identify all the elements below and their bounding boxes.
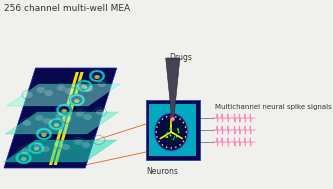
Ellipse shape [159,140,160,142]
Ellipse shape [166,146,167,148]
Ellipse shape [38,130,49,138]
Ellipse shape [156,131,157,133]
Ellipse shape [37,87,45,93]
Ellipse shape [89,70,105,82]
Ellipse shape [61,144,70,150]
Ellipse shape [172,138,174,140]
Ellipse shape [63,116,72,122]
Ellipse shape [177,130,179,132]
Polygon shape [7,84,120,106]
Ellipse shape [76,111,84,117]
Ellipse shape [98,81,106,87]
Ellipse shape [165,136,167,138]
Ellipse shape [162,144,163,146]
Ellipse shape [167,132,168,134]
Ellipse shape [156,126,158,128]
Ellipse shape [23,120,31,126]
Ellipse shape [34,147,39,151]
Ellipse shape [77,80,92,92]
Ellipse shape [56,104,72,116]
Ellipse shape [92,72,103,80]
Ellipse shape [61,109,67,113]
Ellipse shape [43,118,51,124]
Ellipse shape [178,131,179,133]
Ellipse shape [94,75,100,79]
Ellipse shape [185,126,186,128]
Ellipse shape [28,142,44,154]
Ellipse shape [24,92,33,98]
Ellipse shape [31,144,42,152]
Bar [149,104,196,156]
Ellipse shape [69,94,85,106]
Ellipse shape [55,113,64,119]
Polygon shape [4,140,117,162]
Polygon shape [54,72,84,165]
Polygon shape [166,58,180,117]
Ellipse shape [176,136,177,138]
Ellipse shape [177,129,179,131]
Ellipse shape [79,82,90,90]
Ellipse shape [179,118,181,120]
Ellipse shape [82,142,90,148]
Ellipse shape [35,115,44,121]
Ellipse shape [179,144,181,146]
Ellipse shape [74,99,80,103]
Ellipse shape [16,152,32,164]
Ellipse shape [171,117,175,121]
Text: Multichannel neural spike signals: Multichannel neural spike signals [215,104,332,110]
Ellipse shape [21,148,30,154]
Ellipse shape [34,143,42,149]
Ellipse shape [77,83,86,89]
Ellipse shape [44,90,53,96]
Ellipse shape [175,146,176,148]
Ellipse shape [96,109,105,115]
Ellipse shape [170,115,172,117]
Ellipse shape [59,106,70,114]
Ellipse shape [94,137,103,143]
Ellipse shape [82,85,87,89]
Ellipse shape [170,134,171,136]
Ellipse shape [57,85,66,91]
Ellipse shape [155,113,188,151]
Ellipse shape [166,116,167,118]
Text: Neurons: Neurons [146,167,178,176]
Ellipse shape [21,157,26,161]
Ellipse shape [182,122,184,123]
Ellipse shape [36,128,52,140]
Ellipse shape [51,120,62,128]
Bar [146,100,199,160]
Ellipse shape [41,133,47,137]
Ellipse shape [41,146,50,152]
Ellipse shape [172,132,173,134]
Ellipse shape [185,131,187,133]
Ellipse shape [71,96,82,104]
Ellipse shape [162,118,163,120]
Ellipse shape [166,132,167,134]
Ellipse shape [156,136,158,138]
Ellipse shape [83,114,92,120]
Polygon shape [4,68,117,168]
Ellipse shape [185,136,186,138]
Ellipse shape [170,147,172,149]
Ellipse shape [18,154,29,162]
Ellipse shape [159,122,160,123]
Text: Drugs: Drugs [169,53,192,62]
Ellipse shape [54,141,63,147]
Polygon shape [49,72,79,165]
Ellipse shape [166,136,168,138]
Ellipse shape [54,123,59,127]
Ellipse shape [65,88,73,94]
Polygon shape [6,112,118,134]
Text: 256 channel multi-well MEA: 256 channel multi-well MEA [4,4,130,13]
Ellipse shape [174,136,175,138]
Ellipse shape [169,128,171,130]
Ellipse shape [74,139,83,145]
Ellipse shape [177,128,178,130]
Ellipse shape [85,86,94,92]
Ellipse shape [175,116,176,118]
Ellipse shape [170,125,171,127]
Ellipse shape [161,119,182,145]
Ellipse shape [182,140,184,142]
Ellipse shape [49,118,65,130]
